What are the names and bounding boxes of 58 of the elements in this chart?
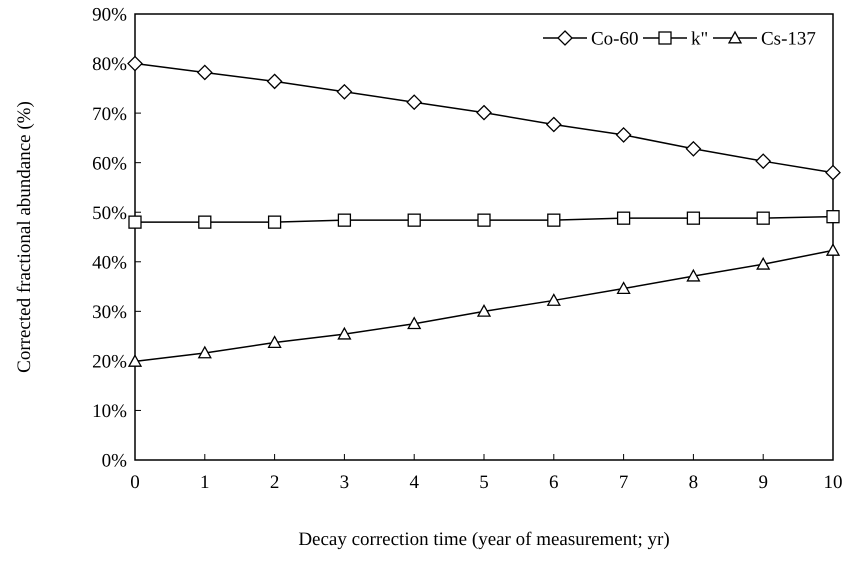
x-axis-title: Decay correction time (year of measurement; yr) bbox=[298, 529, 670, 550]
point bbox=[336, 84, 352, 100]
y-tick-label: 80% bbox=[92, 54, 128, 76]
y-tick-label: 10% bbox=[92, 401, 128, 422]
point bbox=[408, 214, 421, 227]
x-tick-label: 1 bbox=[200, 472, 210, 493]
point bbox=[547, 294, 560, 306]
y-tick-label: 0% bbox=[102, 450, 128, 472]
point bbox=[756, 154, 771, 169]
y-tick-label: 90% bbox=[92, 4, 128, 26]
point bbox=[686, 270, 700, 282]
point bbox=[477, 214, 491, 227]
point bbox=[476, 104, 492, 120]
legend-label: Cs-137 bbox=[761, 28, 816, 50]
x-tick-label: 9 bbox=[758, 472, 768, 493]
point bbox=[825, 164, 841, 180]
point bbox=[686, 141, 702, 156]
x-tick-label: 0 bbox=[130, 472, 140, 493]
point bbox=[477, 304, 491, 317]
point bbox=[616, 127, 632, 143]
point bbox=[128, 215, 142, 229]
point bbox=[338, 214, 352, 227]
point bbox=[198, 346, 212, 358]
y-tick-label: 50% bbox=[92, 202, 128, 224]
point bbox=[268, 336, 282, 348]
point bbox=[268, 215, 282, 229]
y-tick-label: 60% bbox=[92, 153, 128, 174]
point bbox=[197, 64, 212, 80]
point bbox=[826, 210, 840, 224]
x-tick-label: 6 bbox=[549, 472, 559, 493]
point bbox=[198, 215, 212, 229]
x-tick-label: 2 bbox=[270, 472, 280, 493]
x-tick-label: 10 bbox=[824, 472, 842, 493]
point bbox=[756, 258, 770, 270]
point bbox=[546, 116, 562, 132]
point bbox=[127, 56, 143, 72]
x-tick-label: 8 bbox=[688, 472, 698, 493]
y-tick-label: 70% bbox=[92, 104, 128, 125]
x-tick-label: 3 bbox=[340, 472, 350, 493]
point bbox=[686, 212, 700, 225]
point bbox=[266, 74, 282, 90]
y-axis-title: Corrected fractional abundance (%) bbox=[14, 101, 35, 373]
y-tick-label: 20% bbox=[92, 352, 128, 373]
point bbox=[616, 212, 630, 225]
point bbox=[338, 327, 352, 340]
legend-label: Co-60 bbox=[591, 28, 638, 50]
x-tick-label: 7 bbox=[618, 472, 628, 493]
point bbox=[547, 214, 560, 227]
point bbox=[756, 212, 770, 225]
point bbox=[616, 282, 630, 294]
x-tick-label: 5 bbox=[479, 472, 489, 493]
point bbox=[406, 94, 422, 110]
x-tick-label: 4 bbox=[409, 472, 420, 493]
y-tick-label: 30% bbox=[92, 302, 128, 323]
legend-label: k" bbox=[691, 28, 708, 50]
point bbox=[826, 244, 840, 256]
point bbox=[408, 317, 421, 330]
y-tick-label: 40% bbox=[92, 252, 128, 274]
